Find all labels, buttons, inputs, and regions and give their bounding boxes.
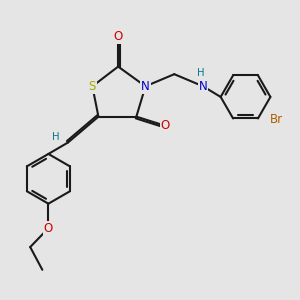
Text: Br: Br xyxy=(269,113,283,127)
Text: H: H xyxy=(197,68,204,78)
Text: O: O xyxy=(113,30,123,43)
Text: O: O xyxy=(44,222,53,235)
Text: S: S xyxy=(89,80,96,93)
Text: N: N xyxy=(199,80,208,93)
Text: O: O xyxy=(160,119,170,132)
Text: N: N xyxy=(141,80,150,93)
Text: H: H xyxy=(52,132,59,142)
